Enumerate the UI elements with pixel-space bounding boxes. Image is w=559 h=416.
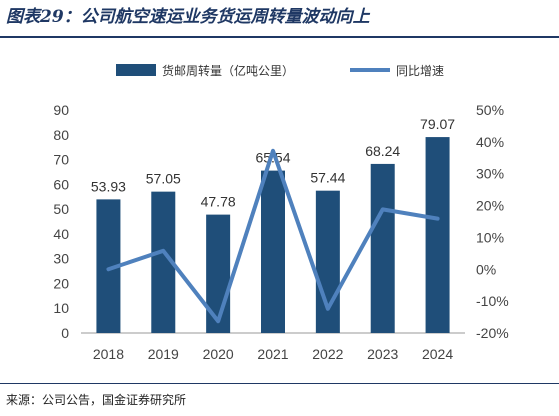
growth-point: [326, 307, 330, 311]
bar: [261, 170, 285, 333]
y-right-tick-label: -10%: [476, 293, 509, 309]
y-right-tick-label: 40%: [476, 134, 504, 150]
line-series: [106, 148, 440, 324]
growth-point: [161, 249, 165, 253]
x-tick-label: 2022: [312, 346, 343, 362]
growth-point: [216, 319, 220, 323]
x-tick-label: 2024: [422, 346, 453, 362]
growth-point: [381, 207, 385, 211]
chart-title: 图表29：公司航空速运业务货运周转量波动向上: [6, 7, 370, 27]
bar-value-label: 68.24: [365, 143, 400, 159]
x-tick-label: 2021: [257, 346, 288, 362]
y-left-tick-label: 30: [53, 251, 69, 267]
y-right-tick-label: 50%: [476, 102, 504, 118]
y-right-tick-label: -20%: [476, 325, 509, 341]
bar-value-label: 53.93: [91, 178, 126, 194]
y-left-tick-label: 60: [53, 176, 69, 192]
right-axis: -20% -10% 0% 10% 20% 30% 40% 50%: [476, 102, 509, 341]
legend: 货邮周转量（亿吨公里） 同比增速: [116, 63, 444, 78]
bar: [315, 190, 340, 333]
legend-swatch-bar: [116, 64, 156, 76]
legend-label-bar: 货邮周转量（亿吨公里）: [162, 63, 294, 78]
growth-point: [106, 267, 110, 271]
bar: [370, 163, 395, 333]
bar-value-label: 57.44: [310, 170, 345, 186]
y-left-tick-label: 90: [53, 102, 69, 118]
y-right-tick-label: 10%: [476, 229, 504, 245]
legend-label-line: 同比增速: [396, 64, 444, 78]
y-right-tick-label: 30%: [476, 166, 504, 182]
y-left-tick-label: 10: [53, 300, 69, 316]
bar-value-label: 65.54: [255, 150, 290, 166]
x-tick-label: 2018: [93, 346, 124, 362]
left-axis: 0 10 20 30 40 50 60 70 80 90: [53, 102, 69, 341]
x-tick-label: 2023: [367, 346, 398, 362]
x-tick-label: 2019: [148, 346, 179, 362]
y-right-tick-label: 20%: [476, 198, 504, 214]
bar-data-labels: 53.93 57.05 47.78 65.54 57.44 68.24 79.07: [91, 116, 455, 210]
bar-series: [96, 137, 450, 333]
y-left-tick-label: 50: [53, 201, 69, 217]
bar-value-label: 79.07: [420, 116, 455, 132]
y-left-tick-label: 20: [53, 275, 69, 291]
bar-value-label: 47.78: [201, 194, 236, 210]
y-left-tick-label: 70: [53, 152, 69, 168]
chart-area: 货邮周转量（亿吨公里） 同比增速 0 10 20 30 40 50 60 70 80 90 -20…: [53, 63, 509, 362]
y-left-tick-label: 0: [61, 325, 69, 341]
source-rule: [0, 383, 559, 384]
bar-value-label: 57.05: [146, 171, 181, 187]
title-rule: [0, 36, 559, 38]
source-note: 来源：公司公告，国金证券研究所: [6, 393, 187, 407]
x-axis: 2018 2019 2020 2021 2022 2023 2024: [81, 332, 465, 362]
y-left-tick-label: 80: [53, 127, 69, 143]
y-left-tick-label: 40: [53, 226, 69, 242]
y-right-tick-label: 0%: [476, 261, 496, 277]
growth-point: [436, 217, 440, 221]
bar: [425, 137, 450, 333]
growth-point: [271, 149, 275, 153]
x-tick-label: 2020: [203, 346, 234, 362]
